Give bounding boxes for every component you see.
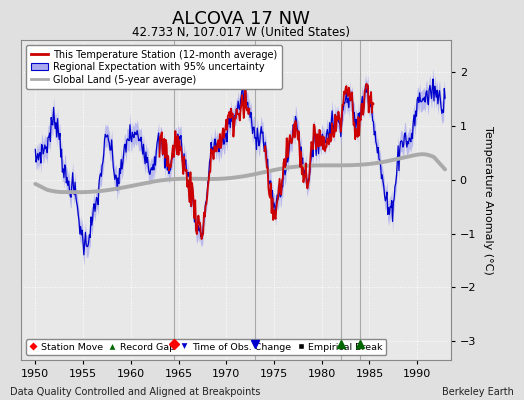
Text: 42.733 N, 107.017 W (United States): 42.733 N, 107.017 W (United States) [132, 26, 350, 39]
Legend: Station Move, Record Gap, Time of Obs. Change, Empirical Break: Station Move, Record Gap, Time of Obs. C… [26, 339, 386, 355]
Y-axis label: Temperature Anomaly (°C): Temperature Anomaly (°C) [483, 126, 493, 274]
Text: Data Quality Controlled and Aligned at Breakpoints: Data Quality Controlled and Aligned at B… [10, 387, 261, 397]
Text: ALCOVA 17 NW: ALCOVA 17 NW [172, 10, 310, 28]
Text: Berkeley Earth: Berkeley Earth [442, 387, 514, 397]
